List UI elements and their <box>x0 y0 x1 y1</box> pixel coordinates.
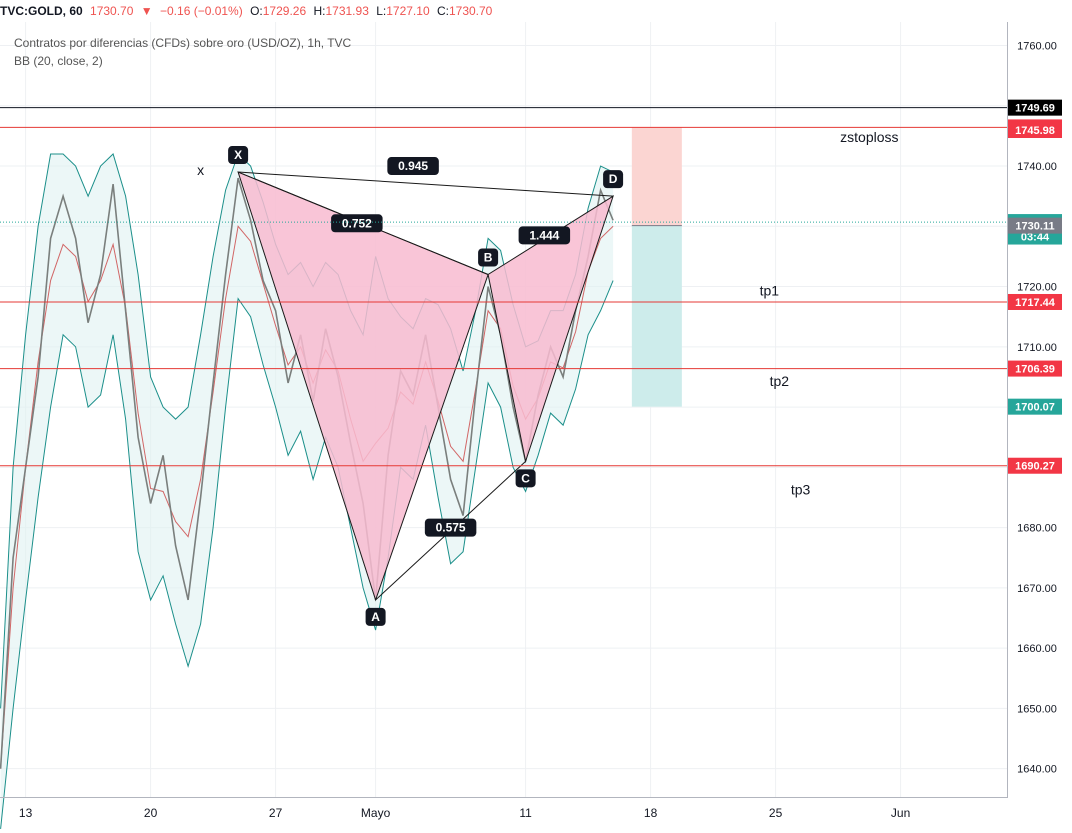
price-axis-border <box>1007 22 1008 798</box>
ratio-badge[interactable] <box>424 518 477 537</box>
ratio-badge[interactable] <box>387 157 439 176</box>
ratio-badge[interactable] <box>518 226 571 245</box>
open-label: O: <box>250 4 263 18</box>
close-label: C: <box>436 4 449 18</box>
text-annotation[interactable]: x <box>197 162 204 178</box>
high-label: H: <box>313 4 326 18</box>
time-tick-label: 11 <box>519 806 532 820</box>
high-value: 1731.93 <box>325 4 369 18</box>
last-price: 1730.70 <box>90 4 134 18</box>
pattern-point-label: X <box>234 148 242 162</box>
time-axis-border <box>0 797 1007 798</box>
price-tag-text: 1690.27 <box>1015 461 1055 473</box>
pattern-point-b[interactable] <box>478 248 499 267</box>
price-tag-text: 1700.07 <box>1015 402 1055 414</box>
time-tick-label: 13 <box>19 806 33 820</box>
pattern-line-xd <box>238 171 614 197</box>
price-tag[interactable] <box>1008 360 1062 377</box>
price-tick-label: 1760.00 <box>1017 41 1057 53</box>
pattern-point-x[interactable] <box>228 146 249 165</box>
price-chart[interactable]: X A B C D 0.945 0.752 1.444 0.575 x zstoploss tp1 t… <box>0 22 1072 833</box>
time-tick-label: 20 <box>144 806 158 820</box>
price-tick-label: 1660.00 <box>1017 643 1057 655</box>
time-tick-label: Mayo <box>361 806 391 820</box>
ratio-label: 1.444 <box>529 228 559 242</box>
harmonic-pattern[interactable]: X A B C D 0.945 0.752 1.444 0.575 <box>228 146 624 626</box>
time-tick-label: 27 <box>269 806 283 820</box>
time-tick-label: Jun <box>891 806 910 820</box>
price-tick-label: 1710.00 <box>1017 342 1057 354</box>
low-value: 1727.10 <box>386 4 430 18</box>
symbol-name[interactable]: TVC:GOLD, 60 <box>0 4 83 18</box>
time-axis[interactable]: 13 20 27 Mayo 11 18 25 Jun <box>19 806 910 820</box>
pattern-point-c[interactable] <box>515 469 536 488</box>
open-value: 1729.26 <box>262 4 307 18</box>
price-tag[interactable] <box>1008 293 1062 310</box>
price-tick-label: 1740.00 <box>1017 161 1057 173</box>
text-annotations[interactable]: x zstoploss tp1 tp2 tp3 <box>197 129 898 498</box>
pattern-point-label: B <box>484 251 493 265</box>
price-tag-text: 1706.39 <box>1015 364 1055 376</box>
price-axis[interactable]: 1640.00 1650.00 1660.00 1670.00 1680.00 1690.… <box>1008 41 1062 776</box>
text-annotation[interactable]: tp3 <box>791 481 811 497</box>
pattern-point-a[interactable] <box>365 607 386 626</box>
price-change: −0.16 (−0.01%) <box>160 4 243 18</box>
price-tag-text: 1745.98 <box>1015 125 1055 137</box>
price-tick-label: 1650.00 <box>1017 703 1057 715</box>
text-annotation[interactable]: tp1 <box>760 283 780 299</box>
price-tag-text: 1717.44 <box>1015 297 1056 309</box>
pattern-point-label: D <box>609 172 618 186</box>
price-tag[interactable] <box>1008 457 1062 474</box>
price-tick-label: 1670.00 <box>1017 583 1057 595</box>
ratio-label: 0.575 <box>436 521 466 535</box>
text-annotation[interactable]: tp2 <box>770 373 790 389</box>
low-label: L: <box>376 4 387 18</box>
close-value: 1730.70 <box>448 4 493 18</box>
price-tag[interactable] <box>1008 217 1062 234</box>
take-profit-zone <box>631 225 682 407</box>
chart-legend: Contratos por diferencias (CFDs) sobre o… <box>14 34 351 70</box>
pattern-point-label: A <box>371 610 380 624</box>
time-tick-label: 25 <box>769 806 783 820</box>
ratio-label: 0.945 <box>398 159 428 173</box>
indicator-label[interactable]: BB (20, close, 2) <box>14 54 103 68</box>
ratio-label: 0.752 <box>342 216 372 230</box>
price-tag[interactable] <box>1008 121 1062 138</box>
price-tag[interactable] <box>1008 398 1062 415</box>
stop-loss-zone <box>631 127 682 226</box>
position-zones <box>631 127 682 407</box>
chart-title: Contratos por diferencias (CFDs) sobre o… <box>14 36 352 50</box>
price-tick-label: 1680.00 <box>1017 523 1057 535</box>
price-tag-text: 03:44 <box>1021 232 1050 244</box>
time-tick-label: 18 <box>644 806 658 820</box>
pattern-point-label: C <box>521 471 530 485</box>
band-lower-line <box>0 280 614 829</box>
price-tag-text: 1749.69 <box>1015 103 1055 115</box>
symbol-header: TVC:GOLD, 60 1730.70 ▼ −0.16 (−0.01%) O:… <box>0 0 1072 22</box>
horizontal-lines[interactable] <box>0 107 1007 467</box>
price-tag-text: 1730.11 <box>1015 221 1054 233</box>
price-tick-label: 1720.00 <box>1017 282 1057 294</box>
price-tag[interactable] <box>1008 99 1062 116</box>
change-down-icon: ▼ <box>140 4 153 18</box>
text-annotation[interactable]: zstoploss <box>840 129 898 145</box>
ratio-badge[interactable] <box>331 214 383 233</box>
pattern-point-d[interactable] <box>603 170 624 189</box>
price-tick-label: 1640.00 <box>1017 764 1057 776</box>
